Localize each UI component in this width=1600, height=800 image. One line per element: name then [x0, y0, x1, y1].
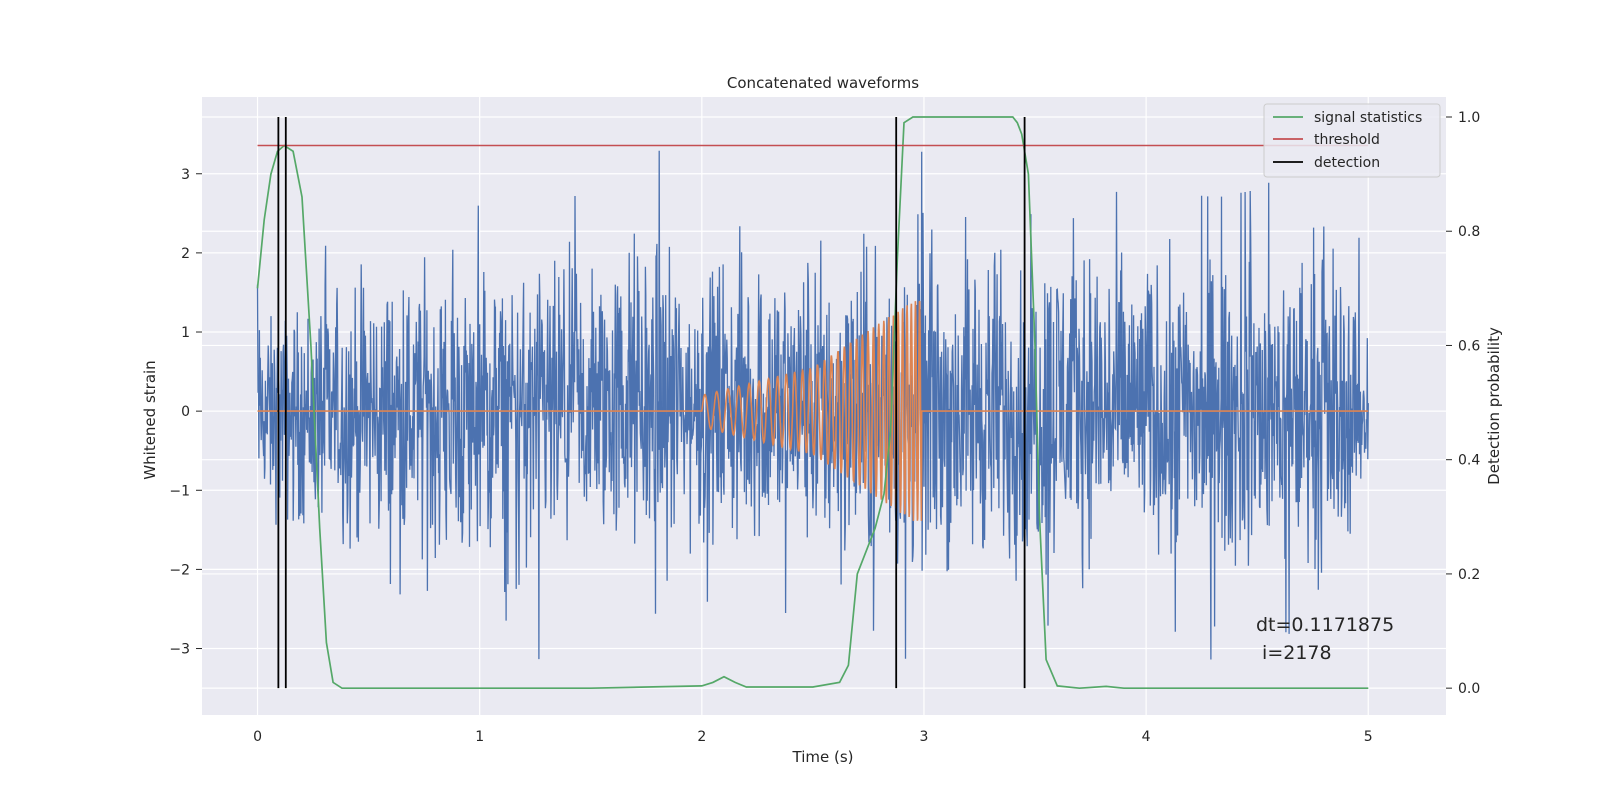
y-right-tick-label: 1.0	[1458, 110, 1480, 126]
y-left-axis-label: Whitened strain	[141, 360, 159, 479]
y-right-axis-ticks: 0.0 0.2 0.4 0.6 0.8 1.0	[1446, 110, 1480, 697]
legend: signal statistics threshold detection	[1263, 103, 1441, 178]
x-tick-label: 3	[920, 729, 929, 745]
y-right-tick-label: 0.2	[1458, 567, 1480, 583]
x-tick-label: 2	[697, 729, 706, 745]
y-left-tick-label: −2	[169, 562, 190, 578]
y-left-axis-ticks: −3 −2 −1 0 1 2 3	[169, 167, 202, 658]
x-axis-ticks: 0 1 2 3 4 5	[253, 729, 1373, 745]
noise-trace	[256, 150, 1369, 660]
chart-title: Concatenated waveforms	[727, 74, 919, 92]
x-tick-label: 4	[1142, 729, 1151, 745]
x-axis-label: Time (s)	[792, 748, 854, 766]
y-left-tick-label: 1	[181, 325, 190, 341]
y-right-tick-label: 0.6	[1458, 338, 1480, 354]
y-left-tick-label: 2	[181, 246, 190, 262]
annotation-i: i=2178	[1256, 642, 1332, 664]
signal-statistics-line	[256, 116, 1369, 690]
detection-lines	[277, 116, 1026, 689]
y-left-tick-label: −3	[169, 642, 190, 658]
y-right-tick-label: 0.4	[1458, 453, 1480, 469]
y-right-axis-label: Detection probability	[1485, 327, 1503, 485]
x-tick-label: 5	[1364, 729, 1373, 745]
y-left-tick-label: 3	[181, 167, 190, 183]
legend-box	[1263, 103, 1441, 178]
injected-signal-line	[257, 300, 1369, 521]
x-tick-label: 1	[475, 729, 484, 745]
legend-label-signal-statistics: signal statistics	[1314, 110, 1422, 126]
legend-label-detection: detection	[1314, 155, 1380, 171]
y-left-tick-label: 0	[181, 404, 190, 420]
x-tick-label: 0	[253, 729, 262, 745]
legend-label-threshold: threshold	[1314, 132, 1380, 148]
noise-trace-path	[256, 150, 1369, 660]
y-right-tick-label: 0.0	[1458, 681, 1480, 697]
annotation-dt: dt=0.1171875	[1256, 614, 1394, 636]
y-left-tick-label: −1	[169, 483, 190, 499]
y-right-tick-label: 0.8	[1458, 224, 1480, 240]
